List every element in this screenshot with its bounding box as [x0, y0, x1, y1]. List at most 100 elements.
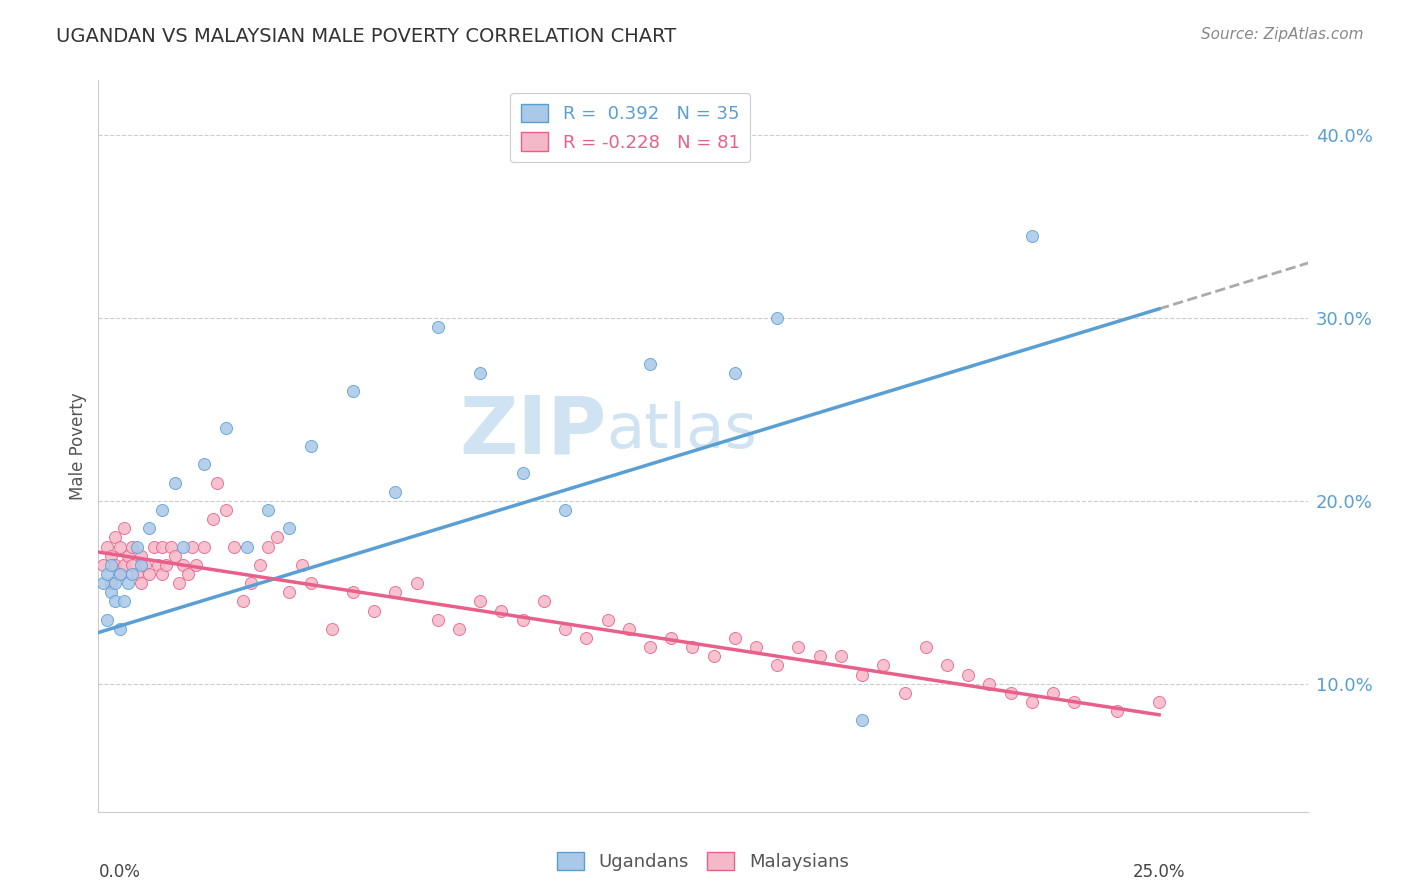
Point: [96, 540, 118, 554]
Text: 25.0%: 25.0%: [1133, 863, 1185, 881]
Point: [491, 603, 513, 617]
Point: [108, 540, 131, 554]
Point: [766, 311, 789, 326]
Point: [163, 549, 186, 563]
Point: [121, 567, 143, 582]
Point: [512, 467, 534, 481]
Point: [215, 421, 238, 435]
Point: [363, 603, 385, 617]
Point: [112, 558, 135, 572]
Point: [167, 576, 190, 591]
Point: [249, 558, 271, 572]
Point: [129, 576, 152, 591]
Point: [1105, 704, 1128, 718]
Legend: Ugandans, Malaysians: Ugandans, Malaysians: [550, 845, 856, 879]
Point: [278, 521, 301, 535]
Point: [299, 439, 322, 453]
Point: [138, 521, 160, 535]
Point: [150, 540, 173, 554]
Point: [117, 576, 139, 591]
Point: [100, 549, 122, 563]
Point: [266, 530, 288, 544]
Point: [163, 475, 186, 490]
Legend: R =  0.392   N = 35, R = -0.228   N = 81: R = 0.392 N = 35, R = -0.228 N = 81: [510, 93, 751, 162]
Point: [96, 613, 118, 627]
Point: [291, 558, 314, 572]
Point: [224, 540, 246, 554]
Point: [1147, 695, 1170, 709]
Point: [121, 540, 143, 554]
Point: [104, 576, 127, 591]
Point: [129, 549, 152, 563]
Point: [257, 540, 280, 554]
Point: [91, 558, 114, 572]
Point: [121, 558, 143, 572]
Point: [96, 567, 118, 582]
Point: [176, 567, 198, 582]
Point: [100, 558, 122, 572]
Point: [240, 576, 263, 591]
Point: [787, 640, 810, 655]
Point: [575, 631, 598, 645]
Point: [104, 530, 127, 544]
Text: UGANDAN VS MALAYSIAN MALE POVERTY CORRELATION CHART: UGANDAN VS MALAYSIAN MALE POVERTY CORREL…: [56, 27, 676, 45]
Point: [201, 512, 224, 526]
Point: [724, 631, 747, 645]
Text: 0.0%: 0.0%: [98, 863, 141, 881]
Point: [180, 540, 202, 554]
Point: [745, 640, 768, 655]
Point: [447, 622, 470, 636]
Point: [659, 631, 682, 645]
Point: [104, 594, 127, 608]
Point: [142, 540, 165, 554]
Point: [342, 384, 364, 398]
Point: [125, 567, 148, 582]
Point: [638, 640, 661, 655]
Point: [112, 521, 135, 535]
Point: [104, 558, 127, 572]
Point: [100, 585, 122, 599]
Point: [193, 457, 215, 471]
Point: [146, 558, 169, 572]
Point: [872, 658, 894, 673]
Text: Source: ZipAtlas.com: Source: ZipAtlas.com: [1201, 27, 1364, 42]
Point: [205, 475, 228, 490]
Point: [979, 676, 1001, 690]
Point: [1042, 686, 1064, 700]
Point: [724, 366, 747, 380]
Point: [851, 714, 873, 728]
Point: [155, 558, 177, 572]
Point: [236, 540, 259, 554]
Point: [215, 503, 238, 517]
Point: [470, 594, 492, 608]
Point: [108, 622, 131, 636]
Point: [596, 613, 619, 627]
Point: [512, 613, 534, 627]
Point: [936, 658, 959, 673]
Point: [257, 503, 280, 517]
Point: [172, 540, 194, 554]
Point: [1021, 695, 1043, 709]
Point: [193, 540, 215, 554]
Point: [125, 540, 148, 554]
Point: [134, 558, 156, 572]
Point: [703, 649, 725, 664]
Point: [384, 585, 406, 599]
Point: [405, 576, 427, 591]
Text: ZIP: ZIP: [458, 392, 606, 470]
Point: [426, 613, 449, 627]
Point: [321, 622, 343, 636]
Point: [533, 594, 555, 608]
Point: [893, 686, 915, 700]
Point: [184, 558, 207, 572]
Point: [1063, 695, 1085, 709]
Point: [159, 540, 181, 554]
Point: [278, 585, 301, 599]
Point: [108, 567, 131, 582]
Point: [617, 622, 640, 636]
Point: [470, 366, 492, 380]
Point: [342, 585, 364, 599]
Point: [138, 567, 160, 582]
Point: [830, 649, 852, 664]
Point: [384, 484, 406, 499]
